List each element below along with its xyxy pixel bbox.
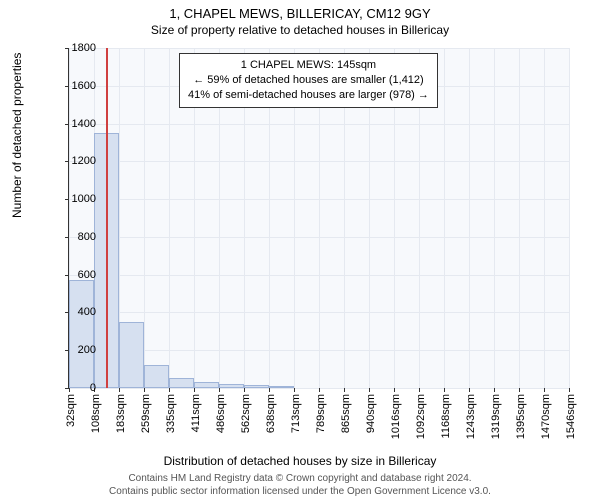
histogram-bar <box>244 385 269 388</box>
xtick-mark <box>169 388 170 392</box>
gridline-v <box>169 48 170 388</box>
ytick-label: 200 <box>56 344 96 356</box>
xtick-mark <box>344 388 345 392</box>
page-subtitle: Size of property relative to detached ho… <box>0 23 600 41</box>
gridline-v <box>469 48 470 388</box>
ytick-label: 800 <box>56 231 96 243</box>
ytick-label: 1000 <box>56 193 96 205</box>
xtick-label: 789sqm <box>315 394 327 433</box>
xtick-mark <box>519 388 520 392</box>
xtick-label: 1470sqm <box>540 394 552 439</box>
xtick-mark <box>369 388 370 392</box>
histogram-bar <box>219 384 244 388</box>
ytick-label: 400 <box>56 306 96 318</box>
xtick-label: 1243sqm <box>465 394 477 439</box>
xtick-label: 562sqm <box>240 394 252 433</box>
xtick-label: 411sqm <box>190 394 202 432</box>
footer: Contains HM Land Registry data © Crown c… <box>0 472 600 498</box>
xtick-label: 32sqm <box>65 394 77 427</box>
annotation-line: ← 59% of detached houses are smaller (1,… <box>188 73 429 88</box>
xtick-label: 1016sqm <box>390 394 402 439</box>
xtick-mark <box>144 388 145 392</box>
xtick-label: 486sqm <box>215 394 227 433</box>
footer-line: Contains HM Land Registry data © Crown c… <box>0 472 600 485</box>
xtick-label: 1168sqm <box>440 394 452 438</box>
page-title: 1, CHAPEL MEWS, BILLERICAY, CM12 9GY <box>0 0 600 23</box>
xtick-mark <box>319 388 320 392</box>
xtick-label: 1092sqm <box>415 394 427 439</box>
xtick-mark <box>569 388 570 392</box>
histogram-plot: 32sqm108sqm183sqm259sqm335sqm411sqm486sq… <box>68 48 569 389</box>
xtick-mark <box>244 388 245 392</box>
xtick-label: 259sqm <box>140 394 152 433</box>
xtick-label: 335sqm <box>165 394 177 433</box>
annotation-line: 1 CHAPEL MEWS: 145sqm <box>188 58 429 73</box>
xtick-mark <box>269 388 270 392</box>
marker-line <box>106 48 108 388</box>
gridline-v <box>569 48 570 388</box>
x-axis-label: Distribution of detached houses by size … <box>0 454 600 468</box>
xtick-mark <box>219 388 220 392</box>
histogram-bar <box>144 365 169 388</box>
xtick-mark <box>469 388 470 392</box>
gridline-v <box>444 48 445 388</box>
xtick-label: 638sqm <box>265 394 277 433</box>
histogram-bar <box>69 280 94 388</box>
histogram-bar <box>194 382 219 388</box>
ytick-label: 1200 <box>56 155 96 167</box>
xtick-mark <box>494 388 495 392</box>
ytick-label: 600 <box>56 269 96 281</box>
xtick-label: 1546sqm <box>565 394 577 439</box>
y-axis-label: Number of detached properties <box>10 53 24 218</box>
ytick-label: 1800 <box>56 42 96 54</box>
histogram-bar <box>269 386 294 388</box>
chart-container: 1, CHAPEL MEWS, BILLERICAY, CM12 9GY Siz… <box>0 0 600 500</box>
xtick-mark <box>119 388 120 392</box>
histogram-bar <box>169 378 194 388</box>
xtick-label: 1319sqm <box>490 394 502 439</box>
xtick-mark <box>294 388 295 392</box>
xtick-mark <box>419 388 420 392</box>
ytick-label: 1400 <box>56 118 96 130</box>
annotation-box: 1 CHAPEL MEWS: 145sqm ← 59% of detached … <box>179 53 438 108</box>
xtick-mark <box>544 388 545 392</box>
xtick-label: 1395sqm <box>515 394 527 439</box>
xtick-label: 183sqm <box>115 394 127 433</box>
xtick-label: 940sqm <box>365 394 377 433</box>
xtick-label: 713sqm <box>290 394 302 433</box>
gridline-v <box>494 48 495 388</box>
gridline-v <box>519 48 520 388</box>
xtick-mark <box>194 388 195 392</box>
xtick-mark <box>444 388 445 392</box>
ytick-label: 0 <box>56 382 96 394</box>
annotation-line: 41% of semi-detached houses are larger (… <box>188 88 429 103</box>
histogram-bar <box>119 322 144 388</box>
footer-line: Contains public sector information licen… <box>0 485 600 498</box>
xtick-mark <box>394 388 395 392</box>
gridline-v <box>544 48 545 388</box>
gridline-v <box>144 48 145 388</box>
xtick-label: 865sqm <box>340 394 352 433</box>
ytick-label: 1600 <box>56 80 96 92</box>
xtick-label: 108sqm <box>90 394 102 433</box>
